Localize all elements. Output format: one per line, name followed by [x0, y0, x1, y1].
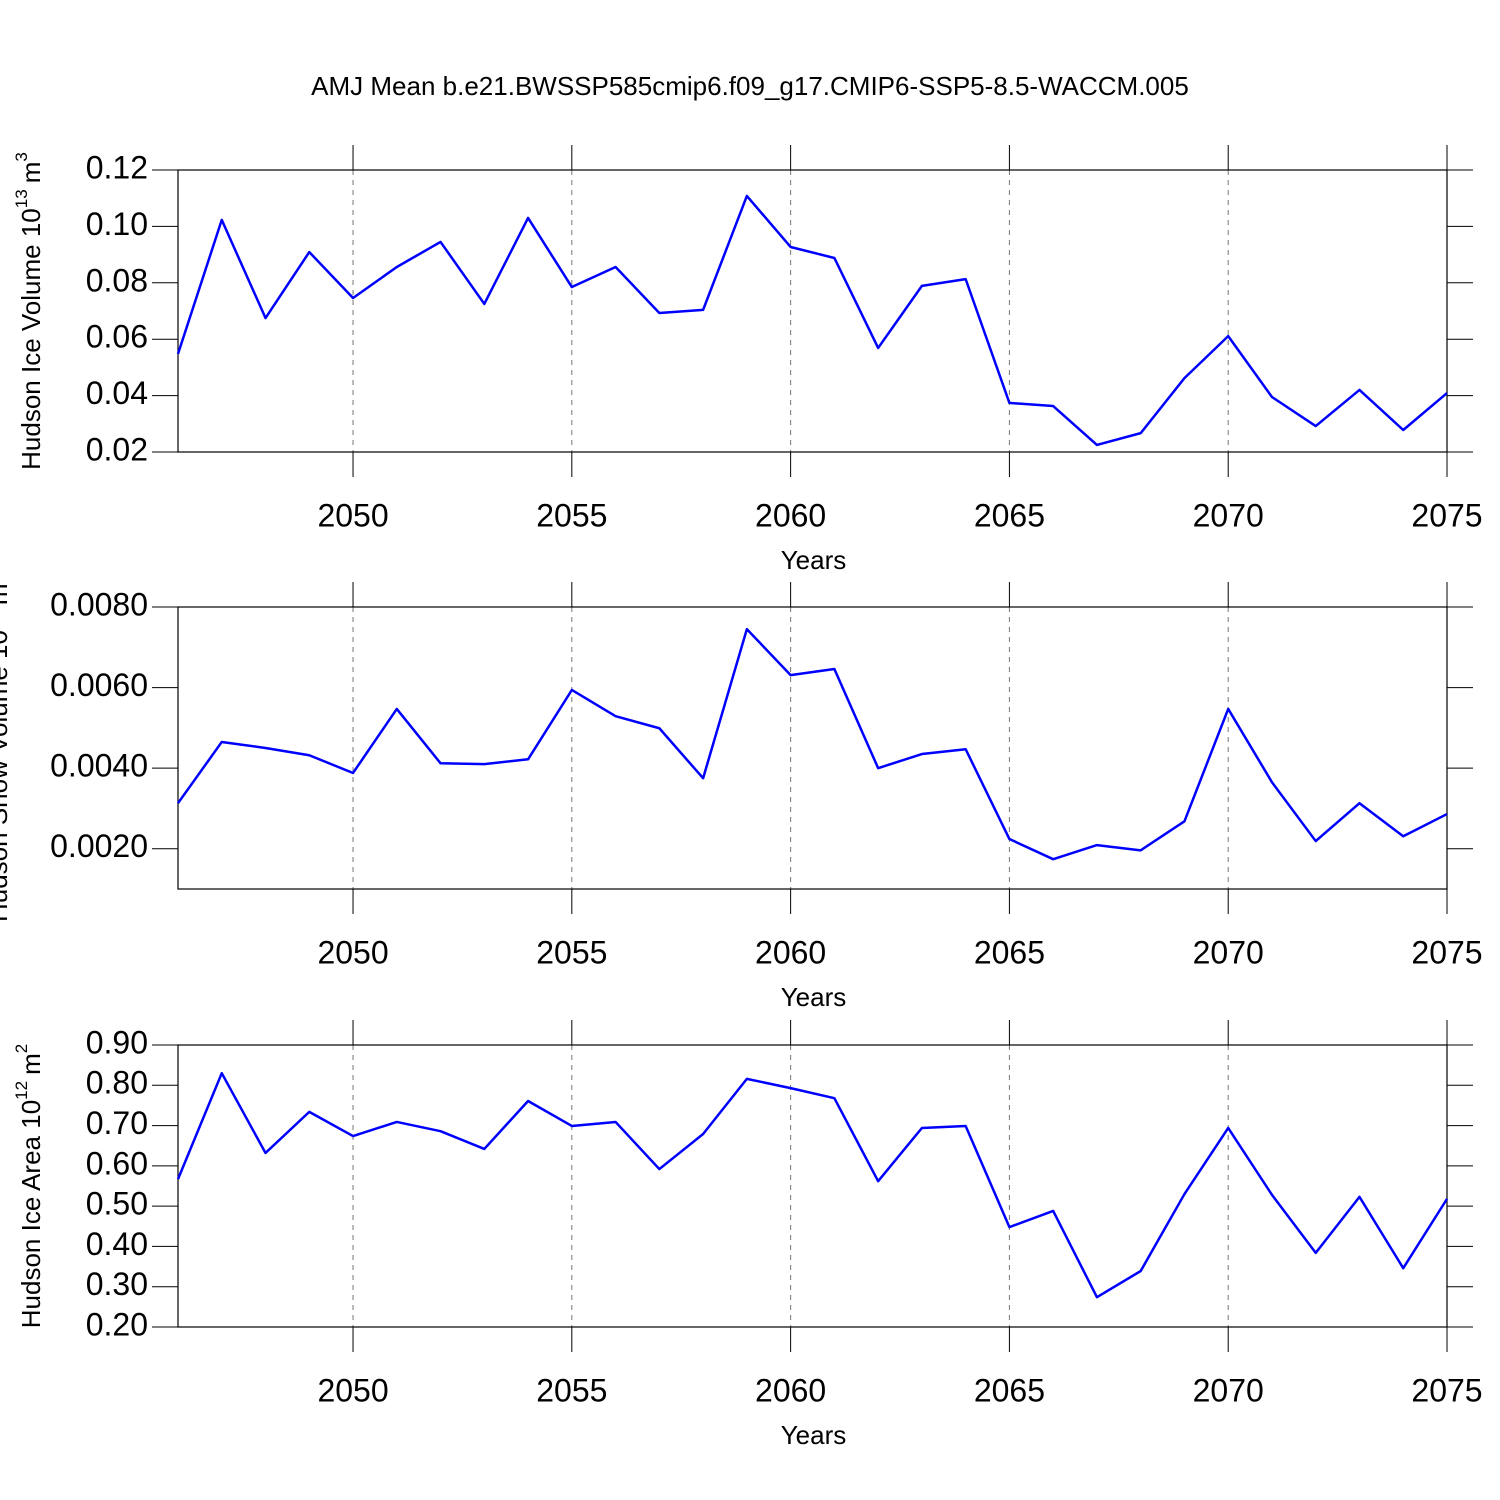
y-label-unit: m	[16, 162, 46, 184]
y-tick-label: 0.40	[86, 1226, 148, 1262]
y-tick-label: 0.60	[86, 1145, 148, 1181]
x-tick-label: 2065	[974, 497, 1045, 533]
y-tick-label: 0.02	[86, 431, 148, 467]
x-axis-label: Years	[781, 982, 847, 1012]
y-axis-label: Hudson Ice Volume 1013 m3	[12, 152, 45, 470]
y-tick-label: 0.06	[86, 319, 148, 355]
y-tick-label: 0.0040	[50, 748, 148, 784]
y-tick-label: 0.04	[86, 375, 148, 411]
y-label-text: Hudson Ice Area 10	[16, 1100, 46, 1328]
x-tick-label: 2070	[1193, 1372, 1264, 1408]
data-line	[176, 194, 1448, 447]
y-axis-label: Hudson Ice Area 1012 m2	[12, 1044, 45, 1328]
y-tick-label: 0.50	[86, 1186, 148, 1222]
y-tick-label: 0.0060	[50, 667, 148, 703]
y-tick-label: 0.20	[86, 1306, 148, 1342]
data-line	[176, 1071, 1449, 1299]
x-tick-label: 2060	[755, 934, 826, 970]
x-tick-label: 2075	[1411, 497, 1482, 533]
y-tick-label: 0.12	[86, 149, 148, 185]
y-label-unit-exponent: 3	[12, 152, 31, 161]
plot-frame	[177, 606, 1448, 890]
y-tick-label: 0.08	[86, 262, 148, 298]
y-tick-label: 0.10	[86, 206, 148, 242]
y-tick-label: 0.80	[86, 1065, 148, 1101]
x-axis-label: Years	[781, 1420, 847, 1450]
x-tick-label: 2070	[1193, 497, 1264, 533]
y-label-exponent: 13	[12, 189, 31, 208]
figure-title: AMJ Mean b.e21.BWSSP585cmip6.f09_g17.CMI…	[311, 71, 1189, 101]
y-label-unit: m	[16, 1053, 46, 1075]
y-axis-label: Hudson Snow Volume 1013m3	[0, 574, 13, 922]
x-tick-label: 2055	[536, 497, 607, 533]
y-tick-label: 0.30	[86, 1266, 148, 1302]
y-label-text: Hudson Snow Volume 10	[0, 630, 13, 922]
x-tick-label: 2055	[536, 1372, 607, 1408]
x-tick-label: 2070	[1193, 934, 1264, 970]
x-tick-label: 2075	[1411, 1372, 1482, 1408]
y-label-unit-exponent: 2	[12, 1044, 31, 1053]
x-axis-label: Years	[781, 545, 847, 575]
x-tick-label: 2050	[317, 497, 388, 533]
x-tick-label: 2060	[755, 1372, 826, 1408]
y-tick-label: 0.70	[86, 1105, 148, 1141]
y-label-exponent: 12	[12, 1081, 31, 1100]
y-tick-label: 0.0020	[50, 828, 148, 864]
x-tick-label: 2060	[755, 497, 826, 533]
x-tick-label: 2050	[317, 934, 388, 970]
x-tick-label: 2055	[536, 934, 607, 970]
x-tick-label: 2050	[317, 1372, 388, 1408]
x-tick-label: 2065	[974, 1372, 1045, 1408]
y-tick-label: 0.0080	[50, 586, 148, 622]
plot-frame	[177, 169, 1448, 453]
y-label-text: Hudson Ice Volume 10	[16, 208, 46, 470]
x-tick-label: 2065	[974, 934, 1045, 970]
data-line	[176, 627, 1448, 861]
plot-frame	[177, 1044, 1448, 1328]
y-label-unit: m	[0, 583, 13, 605]
y-tick-label: 0.90	[86, 1024, 148, 1060]
x-tick-label: 2075	[1411, 934, 1482, 970]
